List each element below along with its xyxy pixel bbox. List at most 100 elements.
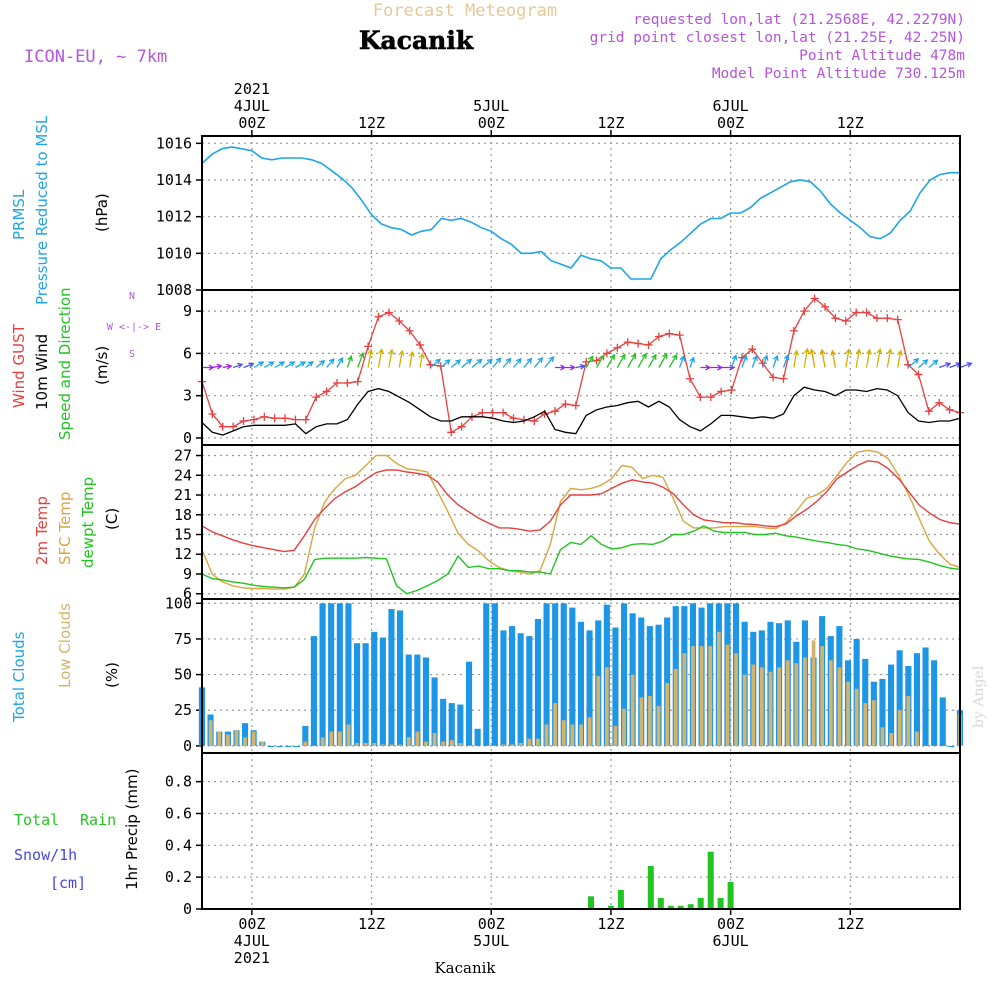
gust-marker bbox=[332, 379, 341, 387]
total-cloud-bar bbox=[500, 630, 507, 746]
rain-bar bbox=[607, 905, 614, 909]
wind-arrow bbox=[865, 348, 872, 368]
sfc-temp-line bbox=[201, 449, 961, 590]
temp-unit: (C) bbox=[103, 508, 121, 530]
low-cloud-bar bbox=[398, 744, 402, 746]
wind-arrow bbox=[440, 359, 451, 368]
low-cloud-bar bbox=[734, 653, 738, 746]
low-cloud-bar bbox=[665, 683, 669, 746]
total-cloud-bar bbox=[431, 677, 438, 746]
gust-marker bbox=[623, 338, 632, 347]
low-cloud-bar bbox=[768, 671, 773, 746]
low-cloud-bar bbox=[587, 717, 592, 746]
bottom-time-label: 12Z bbox=[837, 915, 864, 933]
low-cloud-bar bbox=[708, 646, 713, 746]
low-cloud-bar bbox=[751, 664, 756, 746]
pressure-label-1: PRMSL bbox=[10, 189, 28, 240]
gust-marker bbox=[924, 407, 933, 416]
wind-arrow bbox=[751, 354, 758, 368]
y-tick-label: 1016 bbox=[156, 134, 192, 152]
gust-marker bbox=[686, 374, 695, 383]
rain-bar bbox=[677, 905, 684, 909]
total-label: Total bbox=[14, 811, 59, 829]
y-tick-label: 15 bbox=[174, 526, 192, 544]
wind-arrow bbox=[959, 361, 973, 369]
total-cloud-bar bbox=[939, 697, 946, 746]
snow-label: Snow/1h bbox=[14, 846, 77, 864]
total-cloud-bar bbox=[242, 723, 249, 746]
gust-marker bbox=[654, 332, 663, 341]
wind-panel: 0 3 6 9 bbox=[183, 289, 973, 447]
pressure-label-2: Pressure Reduced to MSL bbox=[33, 115, 51, 305]
wind-arrow bbox=[845, 348, 852, 368]
temp-line bbox=[201, 460, 961, 553]
top-time-label: 12Z bbox=[597, 114, 624, 132]
low-cloud-bar bbox=[605, 667, 609, 746]
total-cloud-bar bbox=[285, 745, 292, 748]
y-tick-label: 24 bbox=[174, 466, 192, 484]
low-cloud-bar bbox=[527, 738, 532, 746]
gust-marker bbox=[561, 400, 570, 409]
low-cloud-bar bbox=[450, 740, 454, 746]
wind-arrow bbox=[492, 357, 502, 368]
total-cloud-bar bbox=[638, 617, 645, 746]
total-cloud-bar bbox=[267, 745, 274, 748]
total-cloud-bar bbox=[931, 660, 938, 746]
y-tick-label: 21 bbox=[174, 486, 192, 504]
wind-arrow bbox=[678, 355, 686, 368]
requested-coords: requested lon,lat (21.2568E, 42.2279N) bbox=[633, 12, 965, 28]
wind-arrow bbox=[377, 347, 384, 368]
low-cloud-bar bbox=[518, 743, 523, 746]
y-tick-label: 9 bbox=[183, 302, 192, 320]
wind-arrow bbox=[762, 354, 769, 368]
wind-arrow bbox=[533, 356, 544, 368]
total-cloud-bar bbox=[569, 607, 576, 746]
gust-marker bbox=[499, 408, 508, 417]
low-cloud-bar bbox=[510, 744, 514, 746]
pressure-line bbox=[201, 146, 960, 280]
gust-marker bbox=[883, 314, 892, 323]
wind-arrow bbox=[938, 362, 952, 369]
gust-marker bbox=[208, 410, 217, 418]
wind-arrow bbox=[357, 351, 365, 368]
low-cloud-bar bbox=[673, 668, 678, 746]
clouds-panel: 0 25 50 75 100 bbox=[165, 594, 963, 755]
low-cloud-bar bbox=[717, 631, 721, 746]
wind-arrow bbox=[772, 354, 779, 368]
rain-bar bbox=[588, 896, 594, 909]
top-time-label: 4JUL bbox=[234, 97, 270, 115]
gust-marker bbox=[789, 326, 798, 335]
gust-marker bbox=[592, 356, 601, 365]
y-tick-label: 1010 bbox=[156, 244, 192, 262]
wind-arrow bbox=[689, 356, 695, 368]
rain-bar bbox=[657, 897, 664, 909]
low-cloud-bar bbox=[794, 663, 799, 746]
low-cloud-bar bbox=[897, 710, 902, 746]
wind-arrow bbox=[918, 359, 929, 368]
total-cloud-bar bbox=[922, 647, 929, 746]
low-cloud-bar bbox=[501, 744, 506, 746]
y-tick-label: 27 bbox=[174, 447, 192, 465]
total-cloud-bar bbox=[664, 617, 671, 746]
gust-marker bbox=[281, 414, 290, 423]
wind-arrow bbox=[346, 355, 353, 368]
top-time-label: 00Z bbox=[238, 114, 265, 132]
precipitation-panel: 0 0.2 0.4 0.6 0.8 bbox=[165, 752, 961, 918]
wind-arrow bbox=[429, 358, 442, 368]
low-cloud-bar bbox=[846, 681, 850, 746]
low-cloud-bar bbox=[338, 731, 342, 746]
temp-label: 2m Temp bbox=[33, 496, 51, 565]
y-tick-label: 3 bbox=[183, 387, 192, 405]
low-cloud-bar bbox=[303, 741, 308, 746]
low-cloud-bar bbox=[880, 727, 885, 746]
compass-s: S bbox=[129, 349, 135, 360]
low-cloud-bar bbox=[208, 720, 213, 746]
y-tick-label: 75 bbox=[174, 630, 192, 648]
low-cloud-bar bbox=[381, 744, 385, 746]
total-cloud-bar bbox=[646, 626, 653, 746]
gust-line bbox=[201, 297, 961, 434]
low-cloud-bar bbox=[432, 733, 437, 746]
gust-marker bbox=[291, 415, 300, 424]
